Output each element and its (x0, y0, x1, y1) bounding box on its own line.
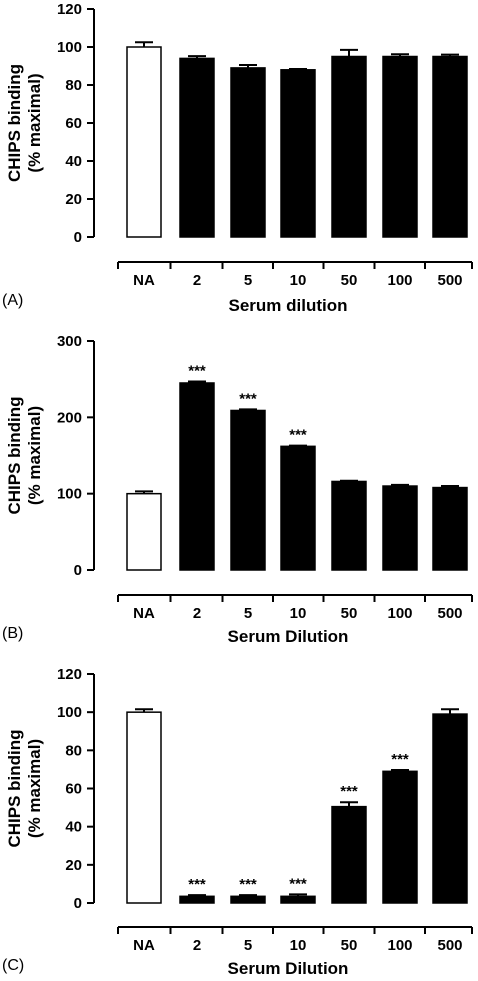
x-axis-title: Serum Dilution (228, 627, 349, 646)
x-tick-label: 5 (244, 937, 252, 954)
y-tick-label: 100 (57, 704, 82, 721)
y-tick-label: 0 (74, 229, 82, 246)
x-tick-label: 100 (387, 272, 412, 289)
x-tick-label: 100 (387, 937, 412, 954)
x-tick-label: 500 (437, 605, 462, 622)
y-axis-title-line: CHIPS binding (5, 396, 24, 514)
x-tick-label: NA (133, 272, 155, 289)
significance-marker: *** (239, 876, 257, 893)
significance-marker: *** (239, 390, 257, 407)
x-tick-label: 50 (341, 272, 358, 289)
y-axis-title-line: (% maximal) (25, 406, 44, 505)
x-tick-label: 2 (193, 272, 201, 289)
significance-marker: *** (188, 876, 206, 893)
significance-marker: *** (391, 751, 409, 768)
y-tick-label: 20 (65, 191, 82, 208)
panel-label: (A) (2, 292, 23, 309)
significance-marker: *** (289, 875, 307, 892)
x-tick-label: 500 (437, 272, 462, 289)
y-tick-label: 20 (65, 857, 82, 874)
significance-marker: *** (340, 783, 358, 800)
bar-100 (382, 485, 418, 571)
x-tick-label: 10 (290, 937, 307, 954)
y-tick-label: 120 (57, 1, 82, 18)
y-tick-label: 40 (65, 153, 82, 170)
bar-5 (230, 67, 266, 238)
y-axis-title: CHIPS binding(% maximal) (5, 729, 44, 847)
bar-100 (382, 55, 418, 238)
y-tick-label: 80 (65, 742, 82, 759)
y-axis-title-line: CHIPS binding (5, 729, 24, 847)
y-tick-label: 60 (65, 115, 82, 132)
x-tick-label: 10 (290, 605, 307, 622)
chart-panel-1: 0 20 40 60 80 100 120 CHIPS binding(% maximal) N… (2, 1, 473, 315)
x-tick-label: 500 (437, 937, 462, 954)
x-tick-label: 2 (193, 937, 201, 954)
y-tick-label: 0 (74, 895, 82, 912)
y-axis-title-line: (% maximal) (25, 73, 44, 172)
bar-500 (432, 713, 468, 904)
bar-5 (230, 895, 266, 904)
y-axis-title: CHIPS binding(% maximal) (5, 396, 44, 514)
x-axis-title: Serum Dilution (228, 959, 349, 978)
y-axis-title: CHIPS binding(% maximal) (5, 64, 44, 182)
bar-2 (179, 57, 215, 238)
bar-10 (280, 895, 316, 904)
x-tick-label: NA (133, 605, 155, 622)
y-tick-label: 0 (74, 562, 82, 579)
bar-NA (126, 46, 162, 238)
y-tick-label: 100 (57, 39, 82, 56)
significance-marker: *** (188, 362, 206, 379)
x-tick-label: 10 (290, 272, 307, 289)
bar-5 (230, 409, 266, 571)
bar-50 (331, 55, 367, 238)
bar-500 (432, 55, 468, 238)
bar-10 (280, 445, 316, 571)
significance-marker: *** (289, 427, 307, 444)
x-tick-label: 5 (244, 605, 252, 622)
chart-panel-2: 0 100 200 300 CHIPS binding(% maximal) *** ***… (2, 333, 473, 646)
y-tick-label: 80 (65, 77, 82, 94)
x-tick-label: 50 (341, 605, 358, 622)
y-tick-label: 100 (57, 486, 82, 503)
y-tick-label: 300 (57, 333, 82, 350)
y-axis-title-line: CHIPS binding (5, 64, 24, 182)
bar-50 (331, 805, 367, 904)
x-tick-label: 50 (341, 937, 358, 954)
bar-50 (331, 480, 367, 571)
x-tick-label: NA (133, 937, 155, 954)
y-tick-label: 40 (65, 819, 82, 836)
bar-2 (179, 382, 215, 571)
y-tick-label: 200 (57, 409, 82, 426)
bar-2 (179, 895, 215, 904)
bar-10 (280, 69, 316, 238)
bar-NA (126, 711, 162, 904)
bar-100 (382, 770, 418, 904)
panel-label: (C) (2, 957, 24, 974)
bar-500 (432, 486, 468, 571)
y-tick-label: 120 (57, 666, 82, 683)
panel-label: (B) (2, 625, 23, 642)
x-tick-label: 2 (193, 605, 201, 622)
x-tick-label: 100 (387, 605, 412, 622)
bar-NA (126, 492, 162, 571)
x-axis-title: Serum dilution (229, 296, 348, 315)
y-axis-title-line: (% maximal) (25, 739, 44, 838)
y-tick-label: 60 (65, 781, 82, 798)
x-tick-label: 5 (244, 272, 252, 289)
chart-panel-3: 0 20 40 60 80 100 120 CHIPS binding(% maximal) *… (2, 666, 473, 978)
